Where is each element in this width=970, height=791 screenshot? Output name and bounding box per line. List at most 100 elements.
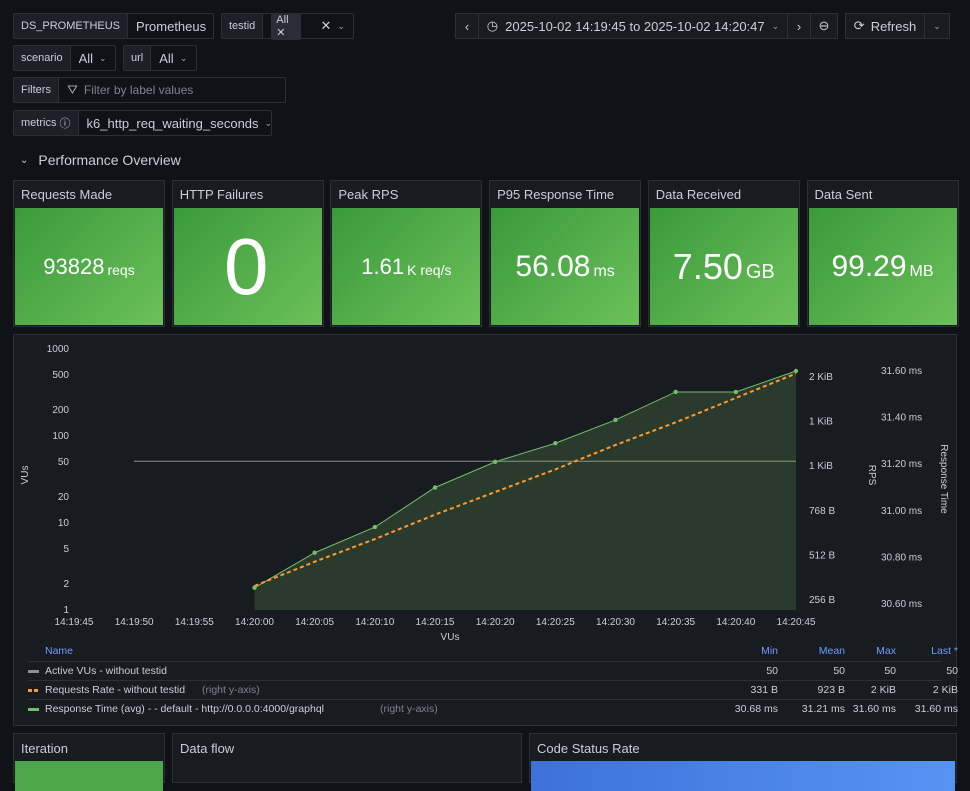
url-select[interactable]: All ⌄	[151, 46, 195, 70]
series-line-requests-rate	[254, 372, 797, 587]
stat-value: 1.61	[361, 253, 405, 279]
y-left-tick-label: 500	[52, 370, 69, 381]
y-time-tick-label: 31.40 ms	[881, 413, 922, 424]
datasource-label: DS_PROMETHEUS	[14, 14, 129, 38]
url-variable[interactable]: url All ⌄	[123, 45, 197, 71]
y-left-tick-label: 50	[58, 457, 70, 468]
x-tick-label: 14:20:45	[777, 617, 816, 628]
filters-variable[interactable]: Filters ⛛ Filter by label values	[13, 77, 286, 103]
y-time-tick-label: 30.80 ms	[881, 552, 922, 563]
url-value: All	[159, 50, 174, 66]
x-tick-label: 14:20:05	[295, 617, 334, 628]
series-suffix: (right y-axis)	[202, 684, 260, 696]
filter-icon: ⛛	[66, 82, 78, 97]
x-tick-label: 14:20:20	[476, 617, 515, 628]
legend-header-col[interactable]: Max	[876, 645, 896, 657]
scenario-variable[interactable]: scenario All ⌄	[13, 45, 116, 71]
chevron-left-icon: ‹	[464, 18, 470, 34]
stat-value-box: 1.61 K req/s	[332, 208, 481, 325]
code-status-panel: Code Status Rate	[529, 733, 957, 791]
datasource-value: Prometheus	[136, 18, 207, 34]
datasource-variable[interactable]: DS_PROMETHEUS Prometheus⌄	[13, 13, 236, 39]
legend-max: 31.60 ms	[852, 703, 896, 715]
legend-row[interactable]: Active VUs - without testid 50 50 50 50	[28, 661, 958, 680]
time-back-button[interactable]: ‹	[455, 13, 479, 39]
x-tick-label: 14:20:15	[416, 617, 455, 628]
scenario-value: All	[78, 50, 94, 66]
legend-row[interactable]: Requests Rate - without testid (right y-…	[28, 680, 958, 699]
y-left-tick-label: 10	[58, 518, 70, 529]
x-tick-label: 14:19:55	[175, 617, 214, 628]
legend-min: 50	[766, 665, 778, 677]
scenario-select[interactable]: All ⌄	[71, 46, 115, 70]
refresh-interval-button[interactable]: ⌄	[924, 13, 950, 39]
refresh-label: Refresh	[870, 18, 917, 34]
clear-icon[interactable]: ✕	[320, 18, 332, 33]
data-point-response-time	[372, 524, 378, 530]
chevron-down-icon: ⌄	[933, 20, 941, 31]
stat-panel: HTTP Failures 0	[171, 180, 324, 327]
stat-panel: Data Sent 99.29 MB	[806, 180, 959, 327]
legend-max: 50	[884, 665, 896, 677]
remove-icon[interactable]: ✕	[276, 26, 286, 39]
series-color-icon	[28, 707, 39, 711]
info-icon[interactable]: ⓘ	[59, 118, 71, 130]
time-picker-button[interactable]: ◷ 2025-10-02 14:19:45 to 2025-10-02 14:20…	[478, 13, 788, 39]
legend-last: 50	[946, 665, 958, 677]
y-time-tick-label: 31.00 ms	[881, 506, 922, 517]
chevron-down-icon: ⌄	[179, 52, 188, 63]
y-time-tick-label: 30.60 ms	[881, 599, 922, 610]
chart-legend: Name Min Mean Max Last * Active VUs - withou…	[28, 645, 958, 725]
section-title: Performance Overview	[38, 152, 181, 168]
chevron-down-icon: ⌄	[264, 117, 273, 128]
section-header[interactable]: ⌄ Performance Overview	[20, 152, 181, 168]
metrics-label: metrics ⓘ	[14, 111, 79, 135]
stat-unit: MB	[909, 262, 934, 280]
refresh-button[interactable]: ⟳ Refresh	[845, 13, 925, 39]
time-forward-button[interactable]: ›	[787, 13, 811, 39]
x-tick-label: 14:20:35	[656, 617, 695, 628]
stat-value: 56.08	[515, 249, 591, 283]
testid-chip[interactable]: All ✕	[271, 12, 301, 40]
stat-unit: K req/s	[407, 262, 452, 279]
clock-icon: ◷	[486, 18, 499, 33]
scenario-label: scenario	[14, 46, 71, 70]
metrics-variable[interactable]: metrics ⓘ k6_http_req_waiting_seconds ⌄	[13, 110, 272, 136]
legend-header-col[interactable]: Min	[761, 645, 778, 657]
panel-title: Iteration	[21, 741, 68, 756]
data-point-response-time	[793, 368, 799, 374]
y-left-tick-label: 5	[63, 544, 69, 555]
filters-placeholder: Filter by label values	[83, 83, 194, 97]
legend-row[interactable]: Response Time (avg) - - default - http:/…	[28, 699, 958, 718]
legend-max: 2 KiB	[870, 684, 896, 696]
y-left-tick-label: 1	[63, 605, 69, 616]
series-name: Active VUs - without testid	[45, 665, 167, 677]
stat-value-box: 0	[173, 208, 322, 325]
stat-unit: reqs	[107, 262, 135, 279]
testid-value: All	[276, 13, 289, 26]
testid-select[interactable]: All ✕ ✕ ⌄	[263, 12, 353, 40]
stat-value-box: 7.50 GB	[649, 208, 798, 325]
metrics-select[interactable]: k6_http_req_waiting_seconds ⌄	[79, 111, 281, 135]
zoom-out-icon: ⊖	[818, 18, 830, 33]
testid-variable[interactable]: testid All ✕ ✕ ⌄	[221, 12, 354, 40]
legend-header-col[interactable]: Last *	[931, 645, 958, 657]
panel-title: Code Status Rate	[537, 741, 640, 756]
series-suffix: (right y-axis)	[380, 703, 438, 715]
x-tick-label: 14:20:30	[596, 617, 635, 628]
y-time-tick-label: 31.20 ms	[881, 459, 922, 470]
stat-panel: P95 Response Time 56.08 ms	[489, 180, 642, 327]
filters-input[interactable]: ⛛ Filter by label values	[59, 78, 201, 102]
data-point-response-time	[252, 585, 257, 590]
timeseries-chart[interactable]: 14:19:45 14:19:50 14:19:55 14:20:00 14:20:05…	[14, 335, 958, 640]
stat-unit: ms	[593, 262, 615, 280]
y-left-tick-label: 20	[58, 492, 70, 503]
zoom-out-button[interactable]: ⊖	[810, 13, 838, 39]
iteration-panel: Iteration	[13, 733, 165, 791]
stat-panel: Peak RPS 1.61 K req/s	[330, 180, 483, 327]
series-color-icon	[28, 669, 39, 673]
chevron-down-icon: ⌄	[20, 154, 29, 166]
legend-header-col[interactable]: Mean	[818, 645, 845, 657]
legend-header-name[interactable]: Name	[45, 645, 74, 657]
metrics-label-text: metrics	[21, 117, 57, 129]
